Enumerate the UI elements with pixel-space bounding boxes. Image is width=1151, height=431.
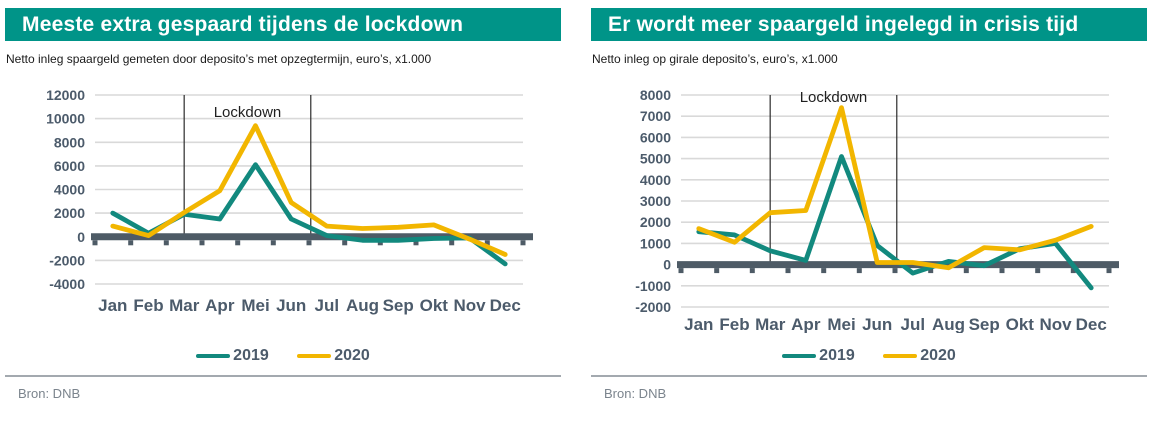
- svg-text:Aug: Aug: [346, 296, 379, 315]
- svg-text:4000: 4000: [640, 172, 671, 188]
- page: Meeste extra gespaard tijdens de lockdow…: [5, 8, 1147, 407]
- svg-text:Jul: Jul: [901, 315, 926, 333]
- svg-text:Jan: Jan: [684, 315, 713, 333]
- footer-divider-left: [5, 375, 561, 377]
- svg-text:-2000: -2000: [635, 299, 671, 315]
- svg-text:Okt: Okt: [1006, 315, 1035, 333]
- svg-text:Nov: Nov: [453, 296, 486, 315]
- chart-title-left: Meeste extra gespaard tijdens de lockdow…: [22, 13, 464, 36]
- legend-item-2019: 2019: [782, 347, 855, 365]
- panel-left: Meeste extra gespaard tijdens de lockdow…: [5, 8, 561, 407]
- svg-text:Dec: Dec: [490, 296, 521, 315]
- svg-text:Mar: Mar: [755, 315, 786, 333]
- legend-swatch-2019: [196, 354, 231, 358]
- legend-swatch-2020: [883, 354, 918, 358]
- svg-text:Lockdown: Lockdown: [214, 104, 282, 121]
- svg-text:Nov: Nov: [1039, 315, 1072, 333]
- svg-text:8000: 8000: [54, 134, 85, 150]
- svg-text:2000: 2000: [640, 214, 671, 230]
- legend-label-2020: 2020: [334, 347, 370, 364]
- svg-text:Apr: Apr: [205, 296, 235, 315]
- svg-text:8000: 8000: [640, 87, 671, 103]
- legend-item-2019: 2019: [196, 347, 269, 365]
- chart-title-right: Er wordt meer spaargeld ingelegd in cris…: [608, 13, 1079, 36]
- line-chart-right: 8000 7000 6000 5000 4000 3000 2000 1000 0 -1000 -2…: [635, 87, 1119, 333]
- svg-text:Jan: Jan: [98, 296, 127, 315]
- svg-text:-1000: -1000: [635, 278, 671, 294]
- svg-text:-4000: -4000: [49, 276, 85, 292]
- svg-text:-2000: -2000: [49, 252, 85, 268]
- svg-text:3000: 3000: [640, 193, 671, 209]
- legend-label-2019: 2019: [233, 347, 269, 364]
- svg-text:Sep: Sep: [969, 315, 1000, 333]
- svg-text:Aug: Aug: [932, 315, 965, 333]
- svg-text:12000: 12000: [46, 87, 85, 103]
- chart-subtitle-right: Netto inleg op girale deposito’s, euro’s…: [592, 52, 838, 66]
- legend-swatch-2019: [782, 354, 817, 358]
- legend-item-2020: 2020: [297, 347, 370, 365]
- svg-text:Mar: Mar: [169, 296, 200, 315]
- svg-text:10000: 10000: [46, 111, 85, 127]
- svg-text:Mei: Mei: [241, 296, 269, 315]
- svg-text:Jun: Jun: [276, 296, 306, 315]
- svg-text:2000: 2000: [54, 205, 85, 221]
- svg-text:1000: 1000: [640, 235, 671, 251]
- footer-divider-right: [591, 375, 1147, 377]
- svg-text:Jul: Jul: [315, 296, 340, 315]
- svg-text:0: 0: [663, 257, 671, 273]
- source-text-right: Bron: DNB: [604, 386, 667, 401]
- svg-text:Apr: Apr: [791, 315, 821, 333]
- chart-legend-left: 2019 2020: [5, 345, 561, 365]
- svg-text:Feb: Feb: [133, 296, 163, 315]
- svg-text:0: 0: [77, 229, 85, 245]
- chart-subtitle-left: Netto inleg spaargeld gemeten door depos…: [6, 52, 432, 66]
- svg-text:Lockdown: Lockdown: [800, 89, 868, 106]
- svg-text:7000: 7000: [640, 108, 671, 124]
- svg-text:Jun: Jun: [862, 315, 892, 333]
- svg-text:Mei: Mei: [827, 315, 855, 333]
- svg-text:5000: 5000: [640, 151, 671, 167]
- legend-swatch-2020: [297, 354, 332, 358]
- source-text-left: Bron: DNB: [18, 386, 81, 401]
- svg-text:Feb: Feb: [719, 315, 749, 333]
- svg-text:6000: 6000: [54, 158, 85, 174]
- svg-text:Sep: Sep: [383, 296, 414, 315]
- svg-text:4000: 4000: [54, 182, 85, 198]
- panel-right: Er wordt meer spaargeld ingelegd in cris…: [591, 8, 1147, 407]
- chart-legend-right: 2019 2020: [591, 345, 1147, 365]
- svg-text:Dec: Dec: [1076, 315, 1107, 333]
- svg-text:6000: 6000: [640, 129, 671, 145]
- legend-label-2020: 2020: [920, 347, 956, 364]
- legend-label-2019: 2019: [819, 347, 855, 364]
- line-chart-left: 12000 10000 8000 6000 4000 2000 0 -2000 -4000 Loc…: [46, 87, 533, 315]
- chart-title-bar-left: Meeste extra gespaard tijdens de lockdow…: [5, 8, 561, 41]
- chart-title-bar-right: Er wordt meer spaargeld ingelegd in cris…: [591, 8, 1147, 41]
- svg-text:Okt: Okt: [420, 296, 449, 315]
- legend-item-2020: 2020: [883, 347, 956, 365]
